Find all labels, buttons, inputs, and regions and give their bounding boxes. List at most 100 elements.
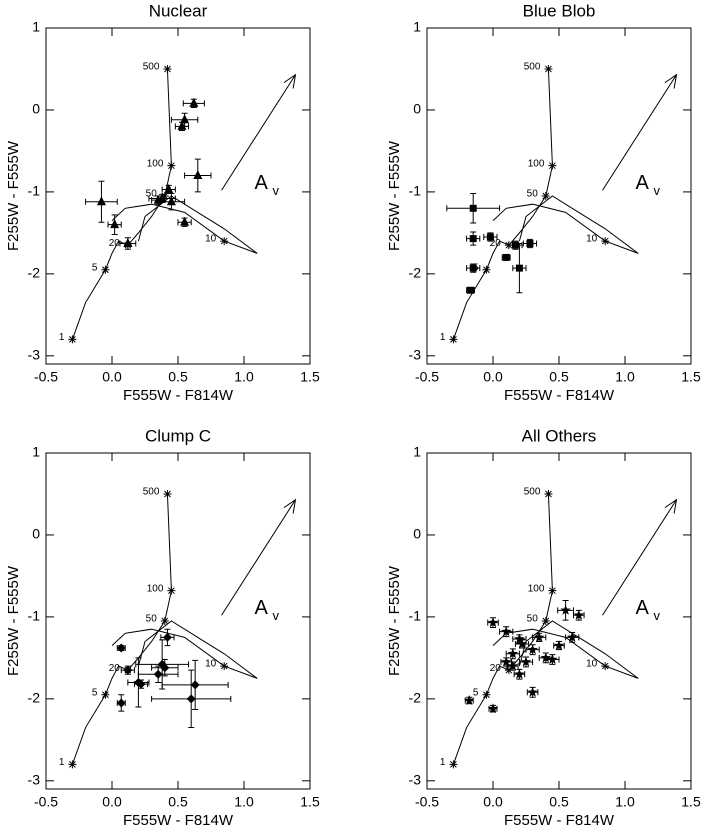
x-tick-label: -0.5 [34, 794, 58, 810]
data-point [573, 609, 585, 620]
y-tick-label: -3 [409, 772, 422, 788]
x-tick-label: 1.0 [615, 794, 635, 810]
data-point [464, 694, 475, 705]
model-age-label: 10 [205, 234, 217, 245]
data-point [193, 170, 203, 180]
x-tick-label: 0.0 [102, 369, 122, 385]
model-age-point [548, 161, 557, 170]
data-point [487, 703, 499, 714]
x-tick-label: 0.5 [549, 794, 569, 810]
data-point [180, 216, 190, 226]
data-point [166, 196, 176, 206]
model-age-label: 10 [586, 659, 598, 670]
y-tick-label: -2 [28, 265, 41, 281]
model-age-label: 5 [92, 687, 98, 698]
data-point [180, 114, 190, 124]
x-axis-label: F555W - F814W [504, 387, 615, 404]
chart-title: Blue Blob [523, 1, 596, 20]
data-point [560, 604, 571, 615]
model-age-label: 10 [205, 659, 217, 670]
data-point [566, 631, 578, 642]
model-track [492, 203, 639, 254]
data-point [527, 686, 538, 697]
reddening-arrow [221, 73, 297, 191]
data-point [153, 669, 163, 679]
y-tick-label: 0 [32, 526, 40, 542]
model-age-label: 50 [527, 614, 539, 625]
model-age-label: 20 [490, 238, 502, 249]
model-track [137, 620, 258, 679]
model-age-point [544, 64, 553, 73]
chart-title: Nuclear [149, 1, 208, 20]
x-tick-label: 0.0 [483, 794, 503, 810]
y-tick-label: -3 [28, 347, 41, 363]
model-track [452, 493, 553, 765]
model-age-point [163, 64, 172, 73]
data-point [547, 654, 558, 664]
model-age-point [68, 335, 77, 344]
data-point [133, 677, 143, 687]
model-age-point [548, 586, 557, 595]
plot-frame [426, 452, 692, 790]
y-tick-label: 1 [413, 19, 421, 35]
y-tick-label: -3 [409, 347, 422, 363]
model-age-label: 500 [143, 62, 160, 73]
data-point [110, 219, 120, 229]
model-age-label: 500 [524, 62, 541, 73]
model-age-label: 10 [586, 234, 598, 245]
data-point [177, 120, 187, 130]
data-point [516, 638, 528, 649]
data-point [514, 633, 525, 644]
model-age-point [101, 265, 110, 274]
data-point [189, 97, 199, 107]
model-age-point [68, 760, 77, 769]
x-tick-label: 1.5 [681, 794, 701, 810]
data-point [526, 240, 534, 248]
y-axis-label: F255W - F555W [386, 140, 403, 251]
model-track [71, 493, 172, 765]
reddening-subscript: v [273, 183, 280, 198]
model-track [111, 203, 258, 254]
x-tick-label: 0.5 [168, 794, 188, 810]
data-point [186, 694, 196, 704]
model-track [111, 628, 258, 679]
model-age-point [449, 335, 458, 344]
y-tick-label: 0 [32, 101, 40, 117]
model-age-point [504, 666, 513, 675]
y-tick-label: -1 [409, 608, 422, 624]
x-tick-label: 0.0 [483, 369, 503, 385]
data-point [533, 631, 545, 642]
y-tick-label: -2 [28, 690, 41, 706]
y-axis-label: F255W - F555W [386, 565, 403, 676]
x-axis-label: F555W - F814W [504, 812, 615, 828]
panel: Blue Blob -0.5 0.0 0.5 1.0 1.5 -3 -2 -1 0 1 F555W -… [386, 1, 701, 403]
data-point [507, 660, 519, 671]
reddening-arrow [602, 73, 678, 191]
x-tick-label: -0.5 [34, 369, 58, 385]
model-age-label: 50 [146, 614, 158, 625]
model-age-label: 1 [440, 757, 446, 768]
data-point [153, 194, 163, 204]
model-age-point [220, 237, 229, 246]
model-age-point [163, 489, 172, 498]
model-age-point [482, 690, 491, 699]
y-tick-label: -1 [28, 183, 41, 199]
data-point [520, 656, 532, 667]
data-point [116, 698, 126, 708]
plot-frame [426, 27, 692, 365]
model-age-label: 50 [146, 189, 158, 200]
data-point [116, 643, 126, 653]
data-point [96, 196, 106, 206]
x-tick-label: -0.5 [415, 369, 439, 385]
model-age-point [601, 237, 610, 246]
x-tick-label: -0.5 [415, 794, 439, 810]
y-tick-label: -1 [409, 183, 422, 199]
model-age-label: 5 [92, 262, 98, 273]
y-tick-label: -1 [28, 608, 41, 624]
model-age-label: 1 [59, 757, 65, 768]
data-point [469, 235, 477, 243]
model-age-point [601, 662, 610, 671]
x-tick-label: 0.0 [102, 794, 122, 810]
data-point [487, 617, 499, 628]
model-age-label: 100 [528, 583, 545, 594]
